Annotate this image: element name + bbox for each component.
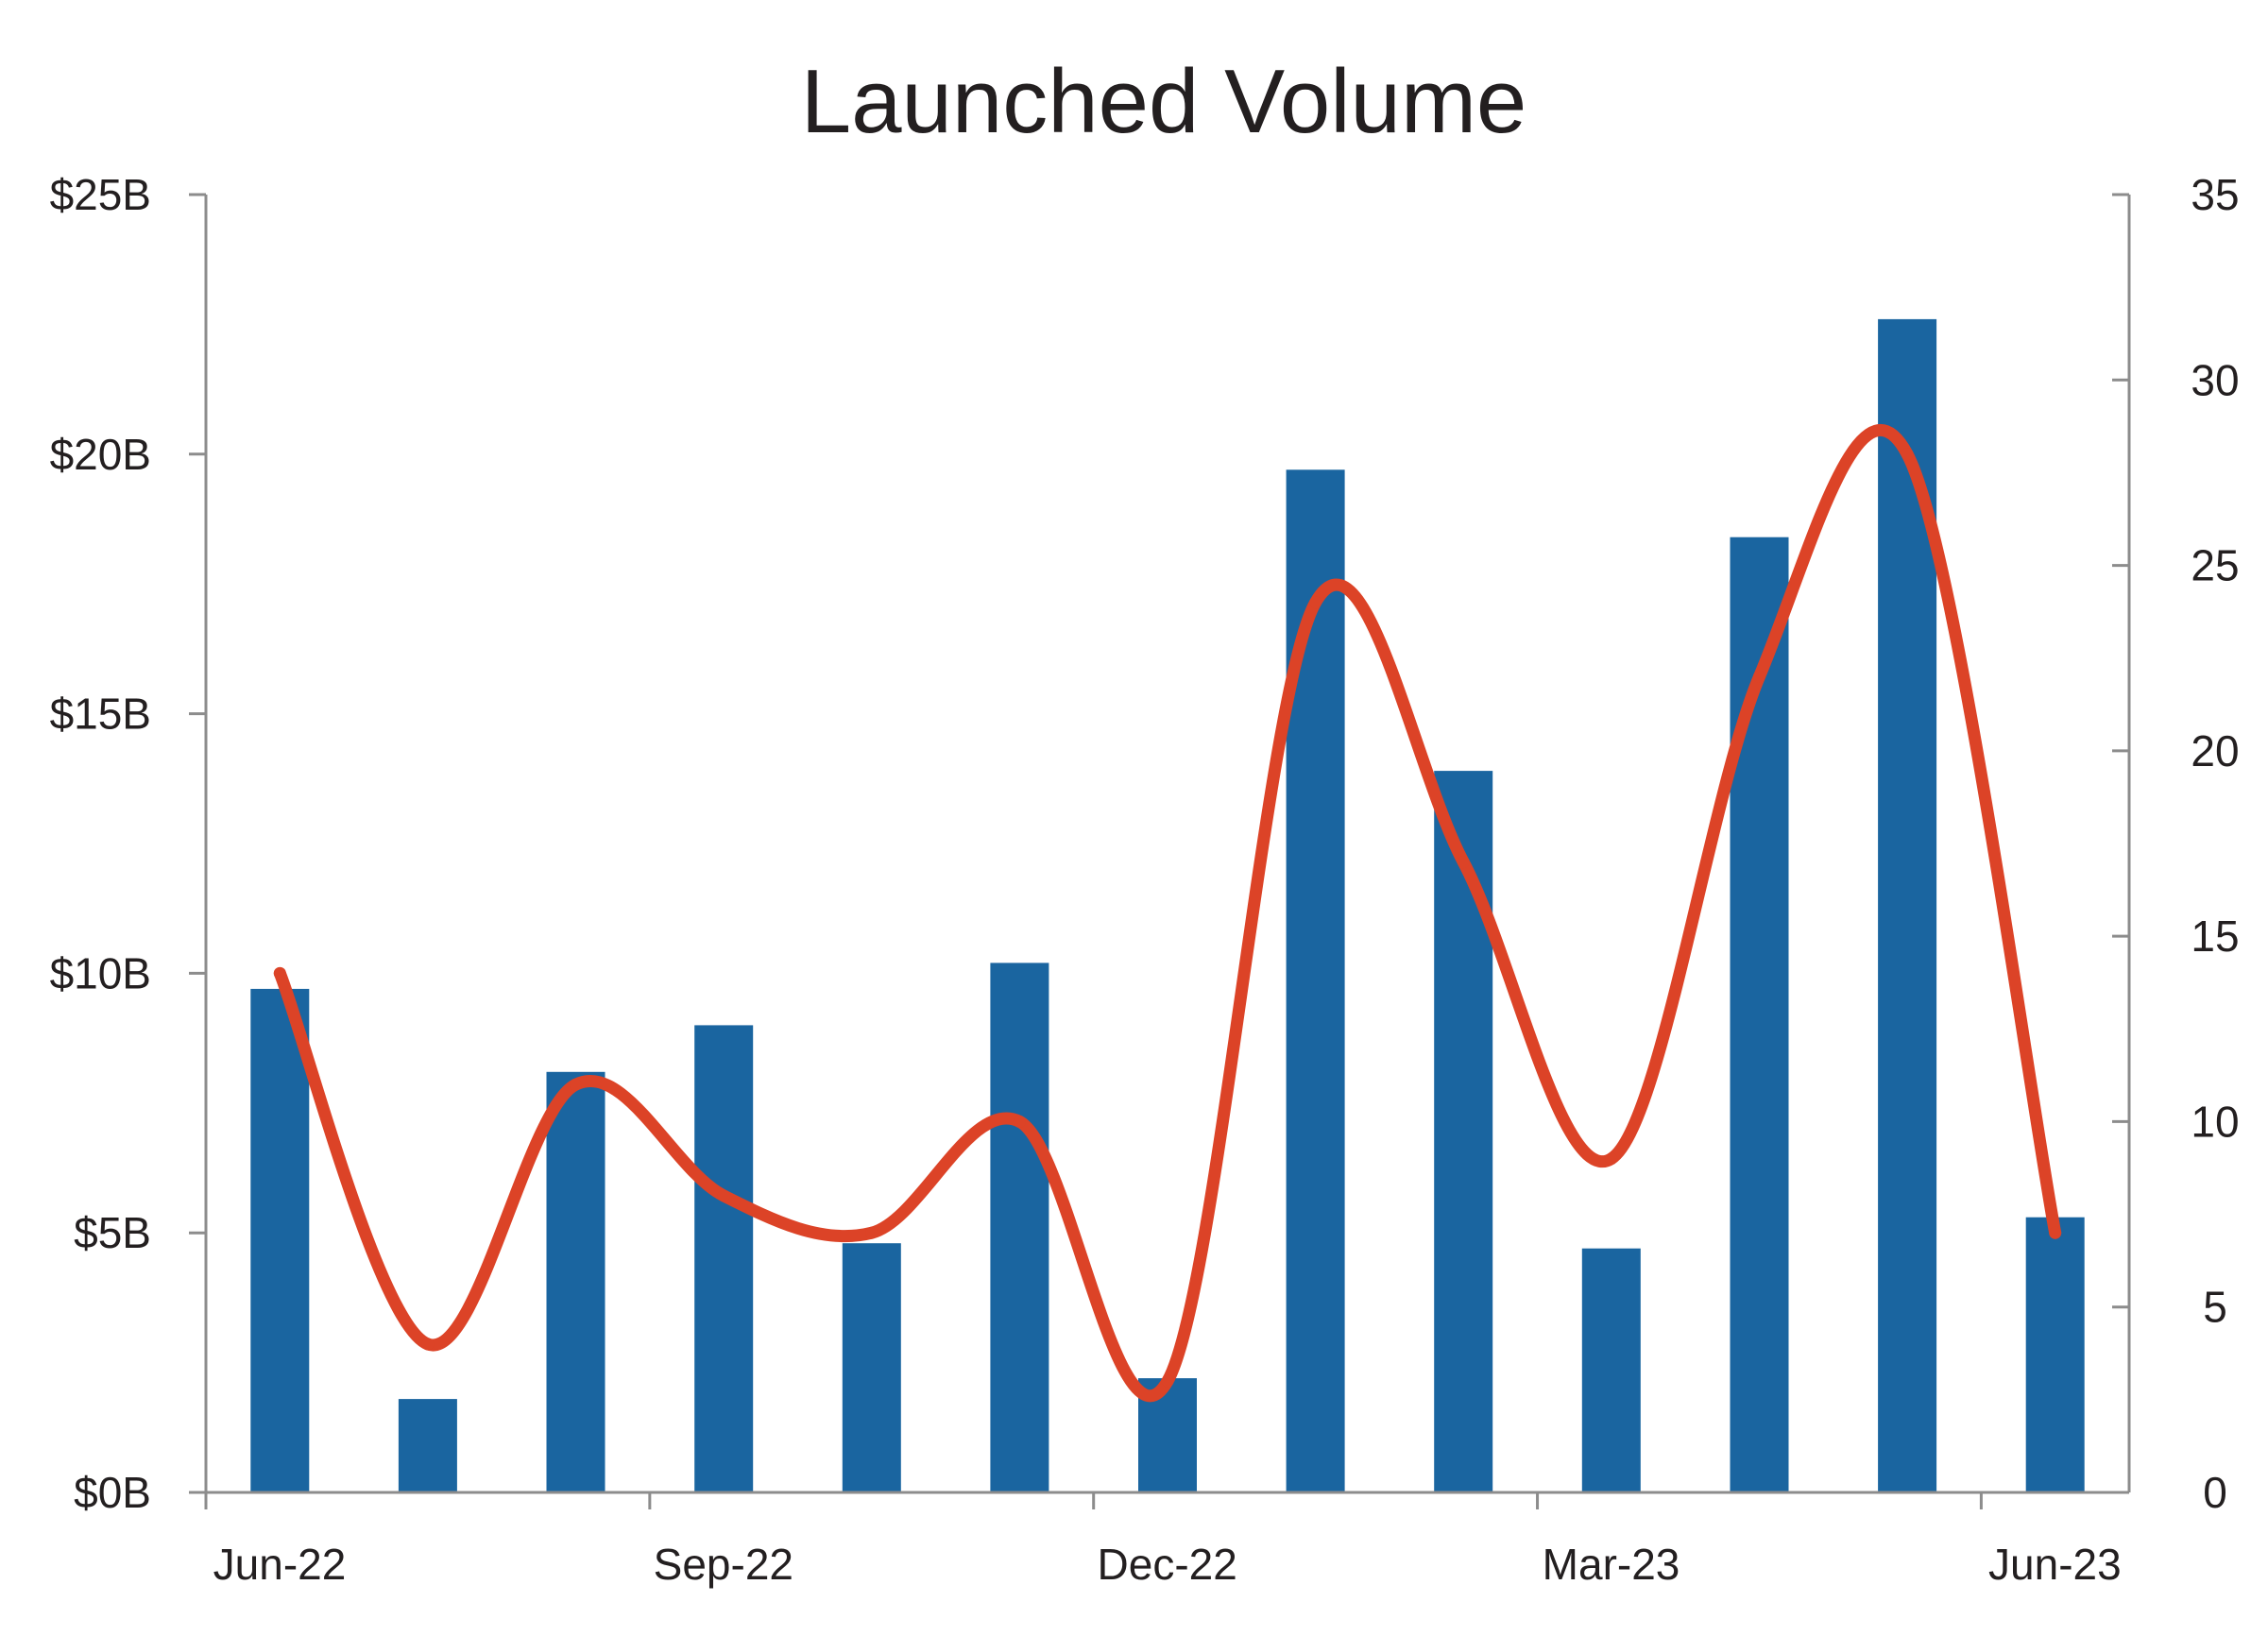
x-tick-label: Jun-23 xyxy=(1988,1540,2122,1589)
line-point-Jun-22 xyxy=(273,966,286,980)
left-tick-label: $5B xyxy=(74,1208,151,1257)
line-point-Nov-22 xyxy=(1013,1115,1026,1128)
line-point-Dec-22 xyxy=(1161,1374,1174,1388)
right-tick-label: 0 xyxy=(2203,1468,2227,1517)
line-series-path xyxy=(273,424,2062,1403)
x-tick-label: Sep-22 xyxy=(654,1540,793,1589)
line-point-Jul-22 xyxy=(421,1338,435,1351)
right-tick-label: 5 xyxy=(2203,1283,2227,1332)
bar-Sep-22 xyxy=(694,1025,754,1492)
left-tick-label: $10B xyxy=(50,948,151,997)
bar-series xyxy=(250,318,2085,1492)
x-tick-label: Mar-23 xyxy=(1543,1540,1680,1589)
right-tick-label: 35 xyxy=(2191,170,2239,219)
left-tick-label: $20B xyxy=(50,430,151,479)
x-tick-label: Jun-22 xyxy=(213,1540,347,1589)
right-tick-label: 10 xyxy=(2191,1097,2239,1146)
bar-Apr-23 xyxy=(1730,537,1789,1492)
right-tick-label: 30 xyxy=(2191,355,2239,404)
line-series xyxy=(273,424,2062,1403)
line-point-May-23 xyxy=(1901,448,1914,461)
line-point-Jun-23 xyxy=(2049,1226,2062,1239)
bar-Feb-23 xyxy=(1434,771,1493,1492)
bar-Jun-23 xyxy=(2025,1217,2085,1492)
line-point-Aug-22 xyxy=(570,1078,582,1091)
bar-Oct-22 xyxy=(842,1243,901,1492)
left-tick-label: $15B xyxy=(50,690,151,739)
left-tick-label: $0B xyxy=(74,1468,151,1517)
bar-Jun-22 xyxy=(250,988,310,1492)
line-point-Apr-23 xyxy=(1753,670,1765,683)
right-tick-label: 20 xyxy=(2191,726,2239,775)
line-point-Feb-23 xyxy=(1457,856,1470,869)
bar-Aug-22 xyxy=(546,1071,605,1492)
bar-Jan-23 xyxy=(1286,469,1345,1492)
line-point-Oct-22 xyxy=(865,1226,878,1239)
bar-Mar-23 xyxy=(1581,1248,1641,1492)
chart-title: Launched Volume xyxy=(801,51,1527,152)
line-point-Sep-22 xyxy=(717,1189,730,1202)
x-tick-label: Dec-22 xyxy=(1098,1540,1237,1589)
right-tick-label: 15 xyxy=(2191,912,2239,961)
right-tick-label: 25 xyxy=(2191,541,2239,590)
left-tick-label: $25B xyxy=(50,170,151,219)
line-point-Jan-23 xyxy=(1309,596,1322,609)
axes: $0B $5B $10B $15B $20B $25B 0 5 10 15 20 25 30 35 Jun-… xyxy=(50,170,2240,1589)
line-point-Mar-23 xyxy=(1605,1152,1618,1166)
bar-Nov-22 xyxy=(990,963,1049,1492)
bar-Jul-22 xyxy=(398,1399,457,1492)
